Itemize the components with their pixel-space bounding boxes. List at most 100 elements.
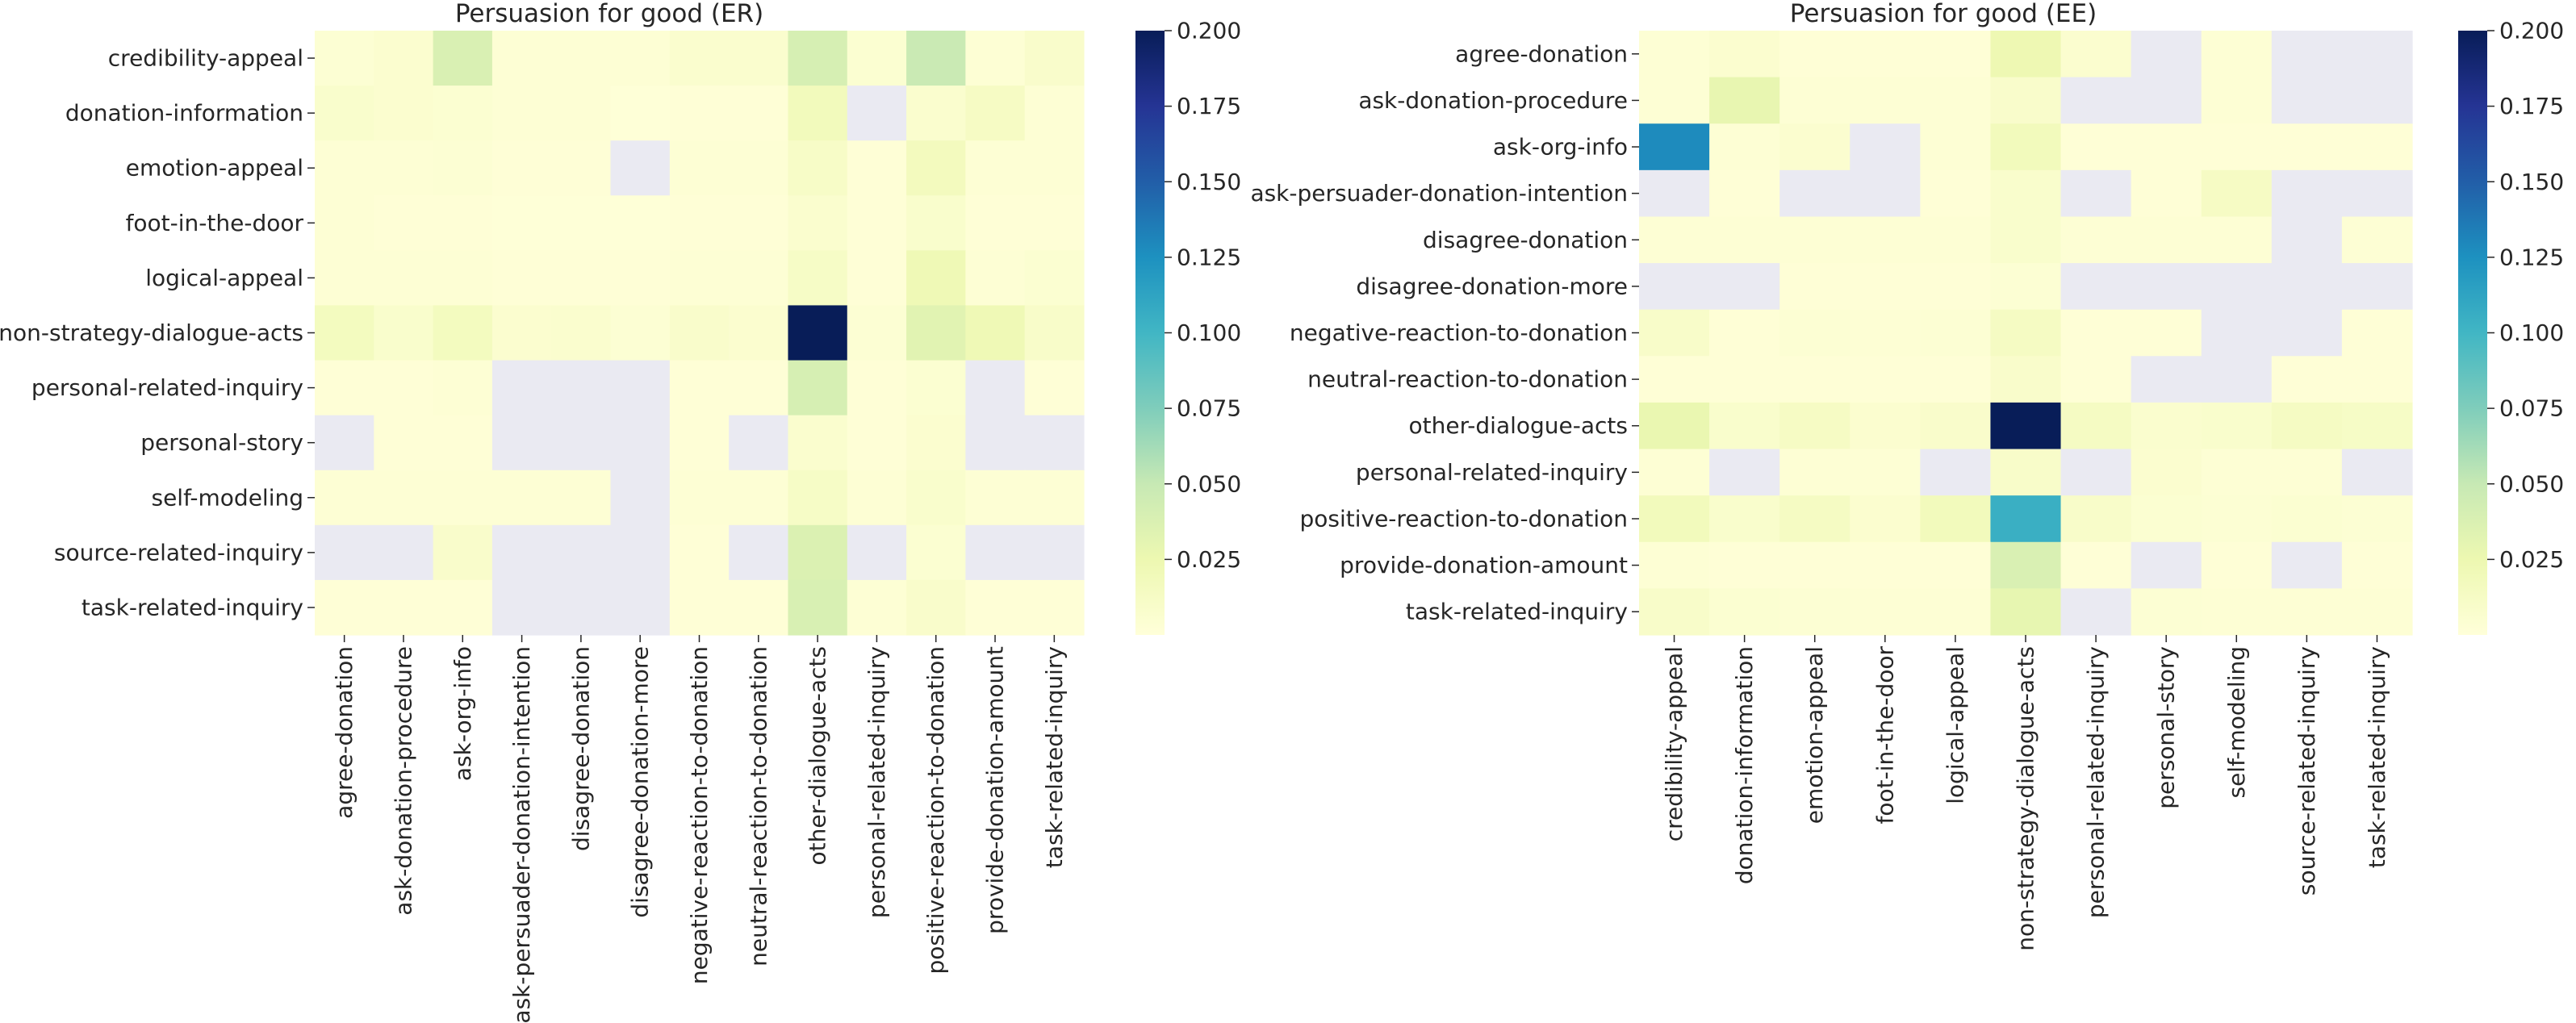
- colorbar-tick-label: 0.050: [2499, 470, 2564, 497]
- heatmap-cell: [2060, 216, 2132, 264]
- column-label: personal-related-inquiry: [2083, 646, 2110, 918]
- heatmap-cell: [1639, 123, 1710, 171]
- column-label: source-related-inquiry: [2294, 646, 2320, 896]
- row-label: personal-story: [140, 429, 303, 456]
- heatmap-cell: [847, 195, 907, 251]
- colorbar-tick-label: 0.200: [2499, 18, 2564, 44]
- column-label: negative-reaction-to-donation: [686, 646, 713, 984]
- row-label: ask-donation-procedure: [1358, 87, 1628, 114]
- column-label: task-related-inquiry: [2364, 646, 2390, 868]
- heatmap-cell: [1990, 495, 2062, 543]
- row-label: self-modeling: [151, 484, 303, 511]
- heatmap-cell: [1990, 541, 2062, 589]
- colorbar-tick-label: 0.150: [1177, 169, 1241, 195]
- heatmap-cell: [1920, 169, 1992, 218]
- heatmap-cell: [551, 195, 612, 251]
- colorbar-ticks-ee: 0.025 0.050 0.075 0.100 0.125 0.150 0.175 0.200: [2487, 18, 2564, 573]
- heatmap-cell: [315, 360, 374, 416]
- heatmap-cell: [2131, 216, 2202, 264]
- heatmap-cell: [1920, 216, 1992, 264]
- heatmap-cell: [374, 250, 434, 307]
- row-label: other-dialogue-acts: [1409, 412, 1629, 439]
- heatmap-cell: [610, 250, 671, 307]
- heatmap-cell: [965, 360, 1026, 416]
- heatmap-cell: [847, 360, 907, 416]
- heatmap-cell: [669, 360, 730, 416]
- heatmap-cell: [729, 31, 789, 86]
- row-label: ask-org-info: [1493, 134, 1628, 161]
- heatmap-cell: [2131, 309, 2202, 357]
- heatmap-cell: [374, 579, 434, 636]
- heatmap-cell: [315, 415, 374, 471]
- heatmap-cell: [491, 524, 552, 581]
- heatmap-cell: [2341, 449, 2413, 496]
- heatmap-cell: [1990, 402, 2062, 450]
- heatmap-cell: [610, 195, 671, 251]
- heatmap-cell: [551, 86, 612, 141]
- row-label: foot-in-the-door: [126, 210, 304, 236]
- heatmap-cell: [374, 415, 434, 471]
- heatmap-cell: [1850, 449, 1921, 496]
- heatmap-cell: [2341, 263, 2413, 311]
- heatmap-cell: [491, 470, 552, 526]
- heatmap-cell: [2341, 216, 2413, 264]
- heatmap-cell: [2341, 495, 2413, 543]
- colorbar-tick-label: 0.150: [2499, 169, 2564, 195]
- row-label: emotion-appeal: [126, 155, 303, 182]
- heatmap-cell: [2060, 309, 2132, 357]
- column-label: non-strategy-dialogue-acts: [2013, 646, 2039, 951]
- colorbar-er: [1135, 31, 1165, 635]
- colorbar-ticks-er: 0.025 0.050 0.075 0.100 0.125 0.150 0.175 0.200: [1165, 18, 1241, 573]
- heatmap-cell: [2060, 588, 2132, 636]
- heatmap-cell: [965, 195, 1026, 251]
- heatmap-cell: [788, 579, 848, 636]
- heatmap-cell: [315, 305, 374, 361]
- heatmap-cell: [1920, 309, 1992, 357]
- heatmap-cell: [1990, 588, 2062, 636]
- heatmap-cell: [1990, 31, 2062, 78]
- heatmap-cell: [2201, 169, 2273, 218]
- heatmap-cell: [788, 250, 848, 307]
- heatmap-cell: [729, 195, 789, 251]
- heatmap-cell: [433, 579, 493, 636]
- heatmap-cell: [2060, 263, 2132, 311]
- heatmap-cell: [1779, 588, 1850, 636]
- heatmap-cell: [2341, 588, 2413, 636]
- heatmap-cell: [1639, 31, 1710, 78]
- heatmap-cell: [1779, 31, 1850, 78]
- column-label: disagree-donation-more: [627, 646, 654, 918]
- heatmap-cell: [1024, 31, 1085, 86]
- heatmap-cell: [2060, 169, 2132, 218]
- heatmap-cell: [1709, 356, 1780, 403]
- heatmap-cell: [847, 579, 907, 636]
- heatmap-cell: [1920, 402, 1992, 450]
- colorbar-tick-label: 0.100: [2499, 319, 2564, 346]
- heatmap-cell: [788, 524, 848, 581]
- heatmap-cell: [1639, 169, 1710, 218]
- column-labels-er: agree-donation ask-donation-procedure ask-…: [331, 635, 1068, 1023]
- heatmap-cell: [1990, 356, 2062, 403]
- heatmap-cell: [906, 360, 966, 416]
- heatmap-cell: [491, 86, 552, 141]
- colorbar-tick-label: 0.175: [2499, 93, 2564, 119]
- heatmap-cell: [2201, 402, 2273, 450]
- heatmap-cell: [2060, 31, 2132, 78]
- heatmap-cell: [1709, 216, 1780, 264]
- heatmap-cell: [2131, 77, 2202, 124]
- colorbar-tick-label: 0.175: [1177, 93, 1241, 119]
- heatmap-cell: [965, 470, 1026, 526]
- heatmap-cell: [1990, 309, 2062, 357]
- heatmap-cell: [1639, 309, 1710, 357]
- row-labels-er: credibility-appeal donation-information em…: [0, 45, 315, 620]
- heatmap-cell: [2201, 309, 2273, 357]
- heatmap-grid-ee: [1639, 31, 2413, 636]
- heatmap-cell: [669, 415, 730, 471]
- column-label: ask-org-info: [450, 646, 476, 781]
- heatmap-cell: [669, 195, 730, 251]
- heatmap-cell: [2060, 402, 2132, 450]
- heatmap-cell: [788, 415, 848, 471]
- heatmap-cell: [906, 305, 966, 361]
- heatmap-cell: [1639, 449, 1710, 496]
- heatmap-cell: [374, 360, 434, 416]
- heatmap-cell: [1990, 263, 2062, 311]
